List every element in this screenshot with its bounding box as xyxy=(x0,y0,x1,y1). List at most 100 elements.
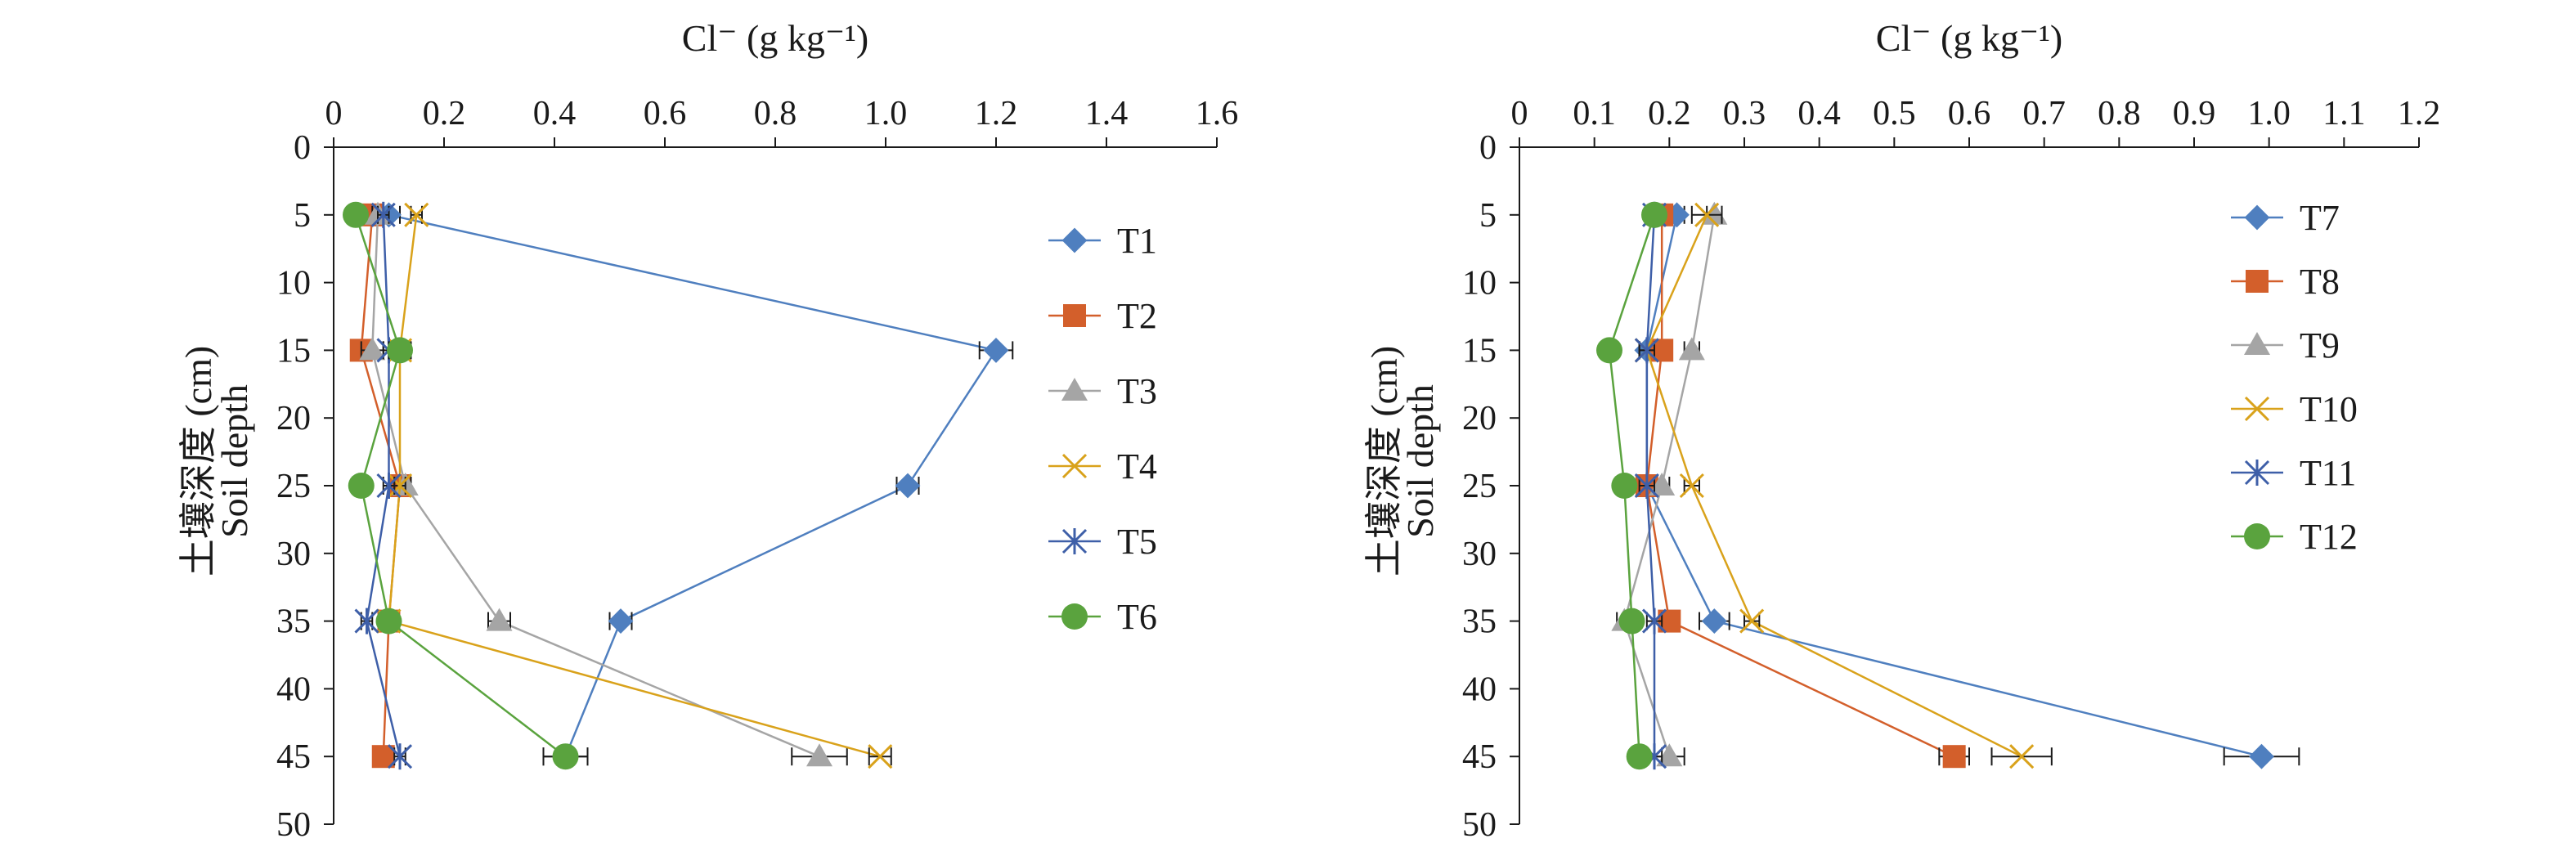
data-point-T5 xyxy=(370,201,396,228)
data-point-T11 xyxy=(1634,337,1659,364)
legend-marker-T10 xyxy=(2244,396,2270,422)
y-tick-label: 35 xyxy=(1462,603,1497,641)
data-point-T5 xyxy=(376,473,402,499)
x-tick-label: 0 xyxy=(325,95,343,132)
data-point-T10-stroke-b xyxy=(1739,608,1765,634)
legend-label: T4 xyxy=(1117,446,1157,487)
series-T3 xyxy=(359,201,848,767)
data-point-T3 xyxy=(359,337,386,361)
x-tick-label: 0.9 xyxy=(2173,95,2216,132)
series-T10 xyxy=(1634,202,2053,769)
y-tick-label: 15 xyxy=(1462,332,1497,370)
legend-marker-T6 xyxy=(1061,603,1088,630)
data-point-T4-stroke-b xyxy=(404,202,429,227)
legend-marker-T1 xyxy=(1061,227,1088,253)
y-tick-label: 15 xyxy=(276,332,311,370)
legend-marker-T11 xyxy=(2244,460,2270,486)
legend-label: T12 xyxy=(2300,517,2358,557)
legend-item-T11: T11 xyxy=(2231,453,2356,493)
legend-label: T1 xyxy=(1117,221,1157,261)
x-tick-label: 0.3 xyxy=(1723,95,1766,132)
y-tick-label: 25 xyxy=(1462,468,1497,505)
x-tick-label: 1.2 xyxy=(975,95,1018,132)
y-tick-label: 50 xyxy=(276,806,311,844)
data-point-T12 xyxy=(1611,473,1638,499)
data-point-T6 xyxy=(375,608,402,635)
y-tick-label: 45 xyxy=(1462,738,1497,776)
data-point-T9 xyxy=(1656,743,1683,767)
data-point-T3 xyxy=(486,608,513,631)
data-point-T10-stroke-b xyxy=(2009,744,2035,769)
data-point-T8 xyxy=(1942,745,1966,769)
data-point-T4 xyxy=(404,202,429,227)
x-tick-label: 0.2 xyxy=(423,95,466,132)
data-point-T4 xyxy=(387,473,413,499)
y-tick-label: 10 xyxy=(276,265,311,303)
data-point-T10 xyxy=(1679,473,1704,499)
legend-label: T9 xyxy=(2300,325,2340,365)
series-T4 xyxy=(376,202,893,769)
y-axis-title-en: Soil depth xyxy=(213,384,255,538)
legend-marker-T8 xyxy=(2246,270,2269,293)
data-point-T1 xyxy=(608,608,634,635)
legend-marker-T3 xyxy=(1061,378,1088,401)
y-tick-label: 40 xyxy=(1462,670,1497,708)
data-point-T12 xyxy=(1641,201,1667,228)
x-axis-title: Cl⁻ (g kg⁻¹) xyxy=(1876,17,2062,59)
legend-marker-T9 xyxy=(2244,332,2270,355)
data-point-T6 xyxy=(343,201,369,228)
legend-marker-T7 xyxy=(2244,204,2270,231)
y-tick-label: 40 xyxy=(276,670,311,708)
y-tick-label: 25 xyxy=(276,468,311,505)
data-point-T9 xyxy=(1649,473,1676,496)
y-tick-label: 35 xyxy=(276,603,311,641)
legend-item-T3: T3 xyxy=(1048,371,1157,411)
legend-label: T7 xyxy=(2300,198,2340,238)
legend-item-T2: T2 xyxy=(1048,296,1157,336)
legend-marker-T4-stroke-b xyxy=(1061,453,1088,479)
x-tick-label: 0.6 xyxy=(644,95,687,132)
x-tick-label: 0.4 xyxy=(1797,95,1841,132)
x-tick-label: 0.5 xyxy=(1873,95,1916,132)
data-point-T6 xyxy=(387,337,413,364)
legend-marker-T10-stroke-b xyxy=(2244,396,2270,422)
y-tick-label: 0 xyxy=(1479,129,1497,167)
legend-label: T5 xyxy=(1117,522,1157,562)
series-line-T4 xyxy=(388,214,881,758)
data-point-T9 xyxy=(1701,201,1728,225)
legend-item-T8: T8 xyxy=(2231,262,2340,302)
legend-marker-T12 xyxy=(2244,523,2270,549)
y-axis-title-cn: 土壤深度 (cm) xyxy=(1363,346,1405,576)
legend-label: T10 xyxy=(2300,389,2358,429)
legend-item-T1: T1 xyxy=(1048,221,1157,261)
x-tick-label: 1.1 xyxy=(2322,95,2366,132)
data-point-T10 xyxy=(2009,744,2035,769)
data-point-T11 xyxy=(1641,608,1667,635)
legend-item-T6: T6 xyxy=(1048,597,1157,637)
series-T1 xyxy=(376,202,1014,769)
data-point-T12 xyxy=(1596,337,1622,364)
data-point-T6 xyxy=(552,743,579,770)
series-T6 xyxy=(343,201,589,770)
data-point-T10-stroke-b xyxy=(1679,473,1704,499)
data-point-T9 xyxy=(1678,337,1705,361)
y-tick-label: 0 xyxy=(294,129,311,167)
data-point-T12 xyxy=(1618,608,1645,635)
legend-item-T4: T4 xyxy=(1048,446,1157,487)
legend-item-T12: T12 xyxy=(2231,517,2358,557)
data-point-T6 xyxy=(348,473,375,499)
y-tick-label: 20 xyxy=(276,400,311,437)
data-point-T7 xyxy=(1701,608,1727,635)
x-tick-label: 0.1 xyxy=(1573,95,1616,132)
y-tick-label: 5 xyxy=(1479,197,1497,235)
legend-label: T2 xyxy=(1117,296,1157,336)
data-point-T11 xyxy=(1634,473,1659,499)
x-tick-label: 1.0 xyxy=(864,95,908,132)
chart-panel-left: 0 0.2 0.4 0.6 0.8 1.0 1.2 1.4 1.6 0 5 10 15 20 25 30 35 4… xyxy=(177,17,1238,844)
data-point-T4 xyxy=(868,744,893,769)
legend-item-T10: T10 xyxy=(2231,389,2358,429)
y-tick-label: 30 xyxy=(276,536,311,573)
data-point-T4-stroke-b xyxy=(868,744,893,769)
y-tick-label: 50 xyxy=(1462,806,1497,844)
